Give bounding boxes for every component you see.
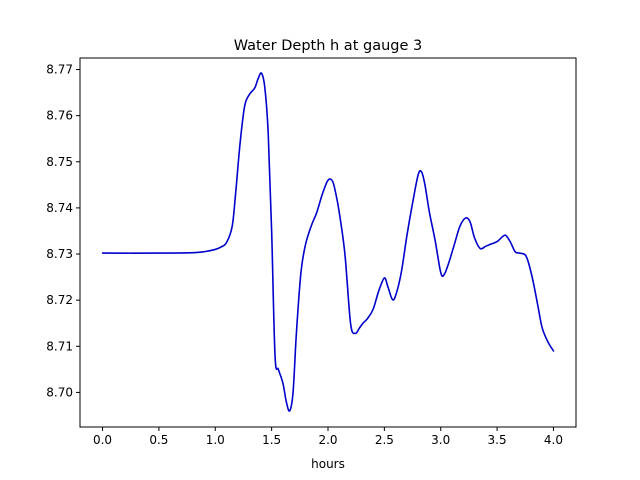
y-tick-label: 8.70 <box>46 385 73 399</box>
x-tick-label: 0.5 <box>149 433 168 447</box>
y-tick-label: 8.77 <box>46 63 73 77</box>
chart-title: Water Depth h at gauge 3 <box>234 38 422 54</box>
axis-ticks: 0.0 0.5 1.0 1.5 2.0 2.5 3.0 3.5 4.0 8.70 8.71 8.72 8… <box>46 63 563 447</box>
y-tick-label: 8.75 <box>46 155 73 169</box>
y-tick-label: 8.71 <box>46 339 73 353</box>
x-tick-label: 0.0 <box>93 433 112 447</box>
water-depth-series-line <box>101 72 555 412</box>
x-tick-label: 3.5 <box>488 433 507 447</box>
y-tick-label: 8.72 <box>46 293 73 307</box>
x-tick-label: 2.0 <box>318 433 337 447</box>
x-tick-label: 3.0 <box>431 433 450 447</box>
y-tick-label: 8.73 <box>46 247 73 261</box>
x-tick-label: 1.0 <box>206 433 225 447</box>
x-tick-label: 2.5 <box>375 433 394 447</box>
plot-frame <box>79 57 577 428</box>
y-tick-label: 8.74 <box>46 201 73 215</box>
x-tick-label: 1.5 <box>262 433 281 447</box>
x-axis-label: hours <box>311 457 345 471</box>
y-tick-label: 8.76 <box>46 109 73 123</box>
x-tick-label: 4.0 <box>544 433 563 447</box>
